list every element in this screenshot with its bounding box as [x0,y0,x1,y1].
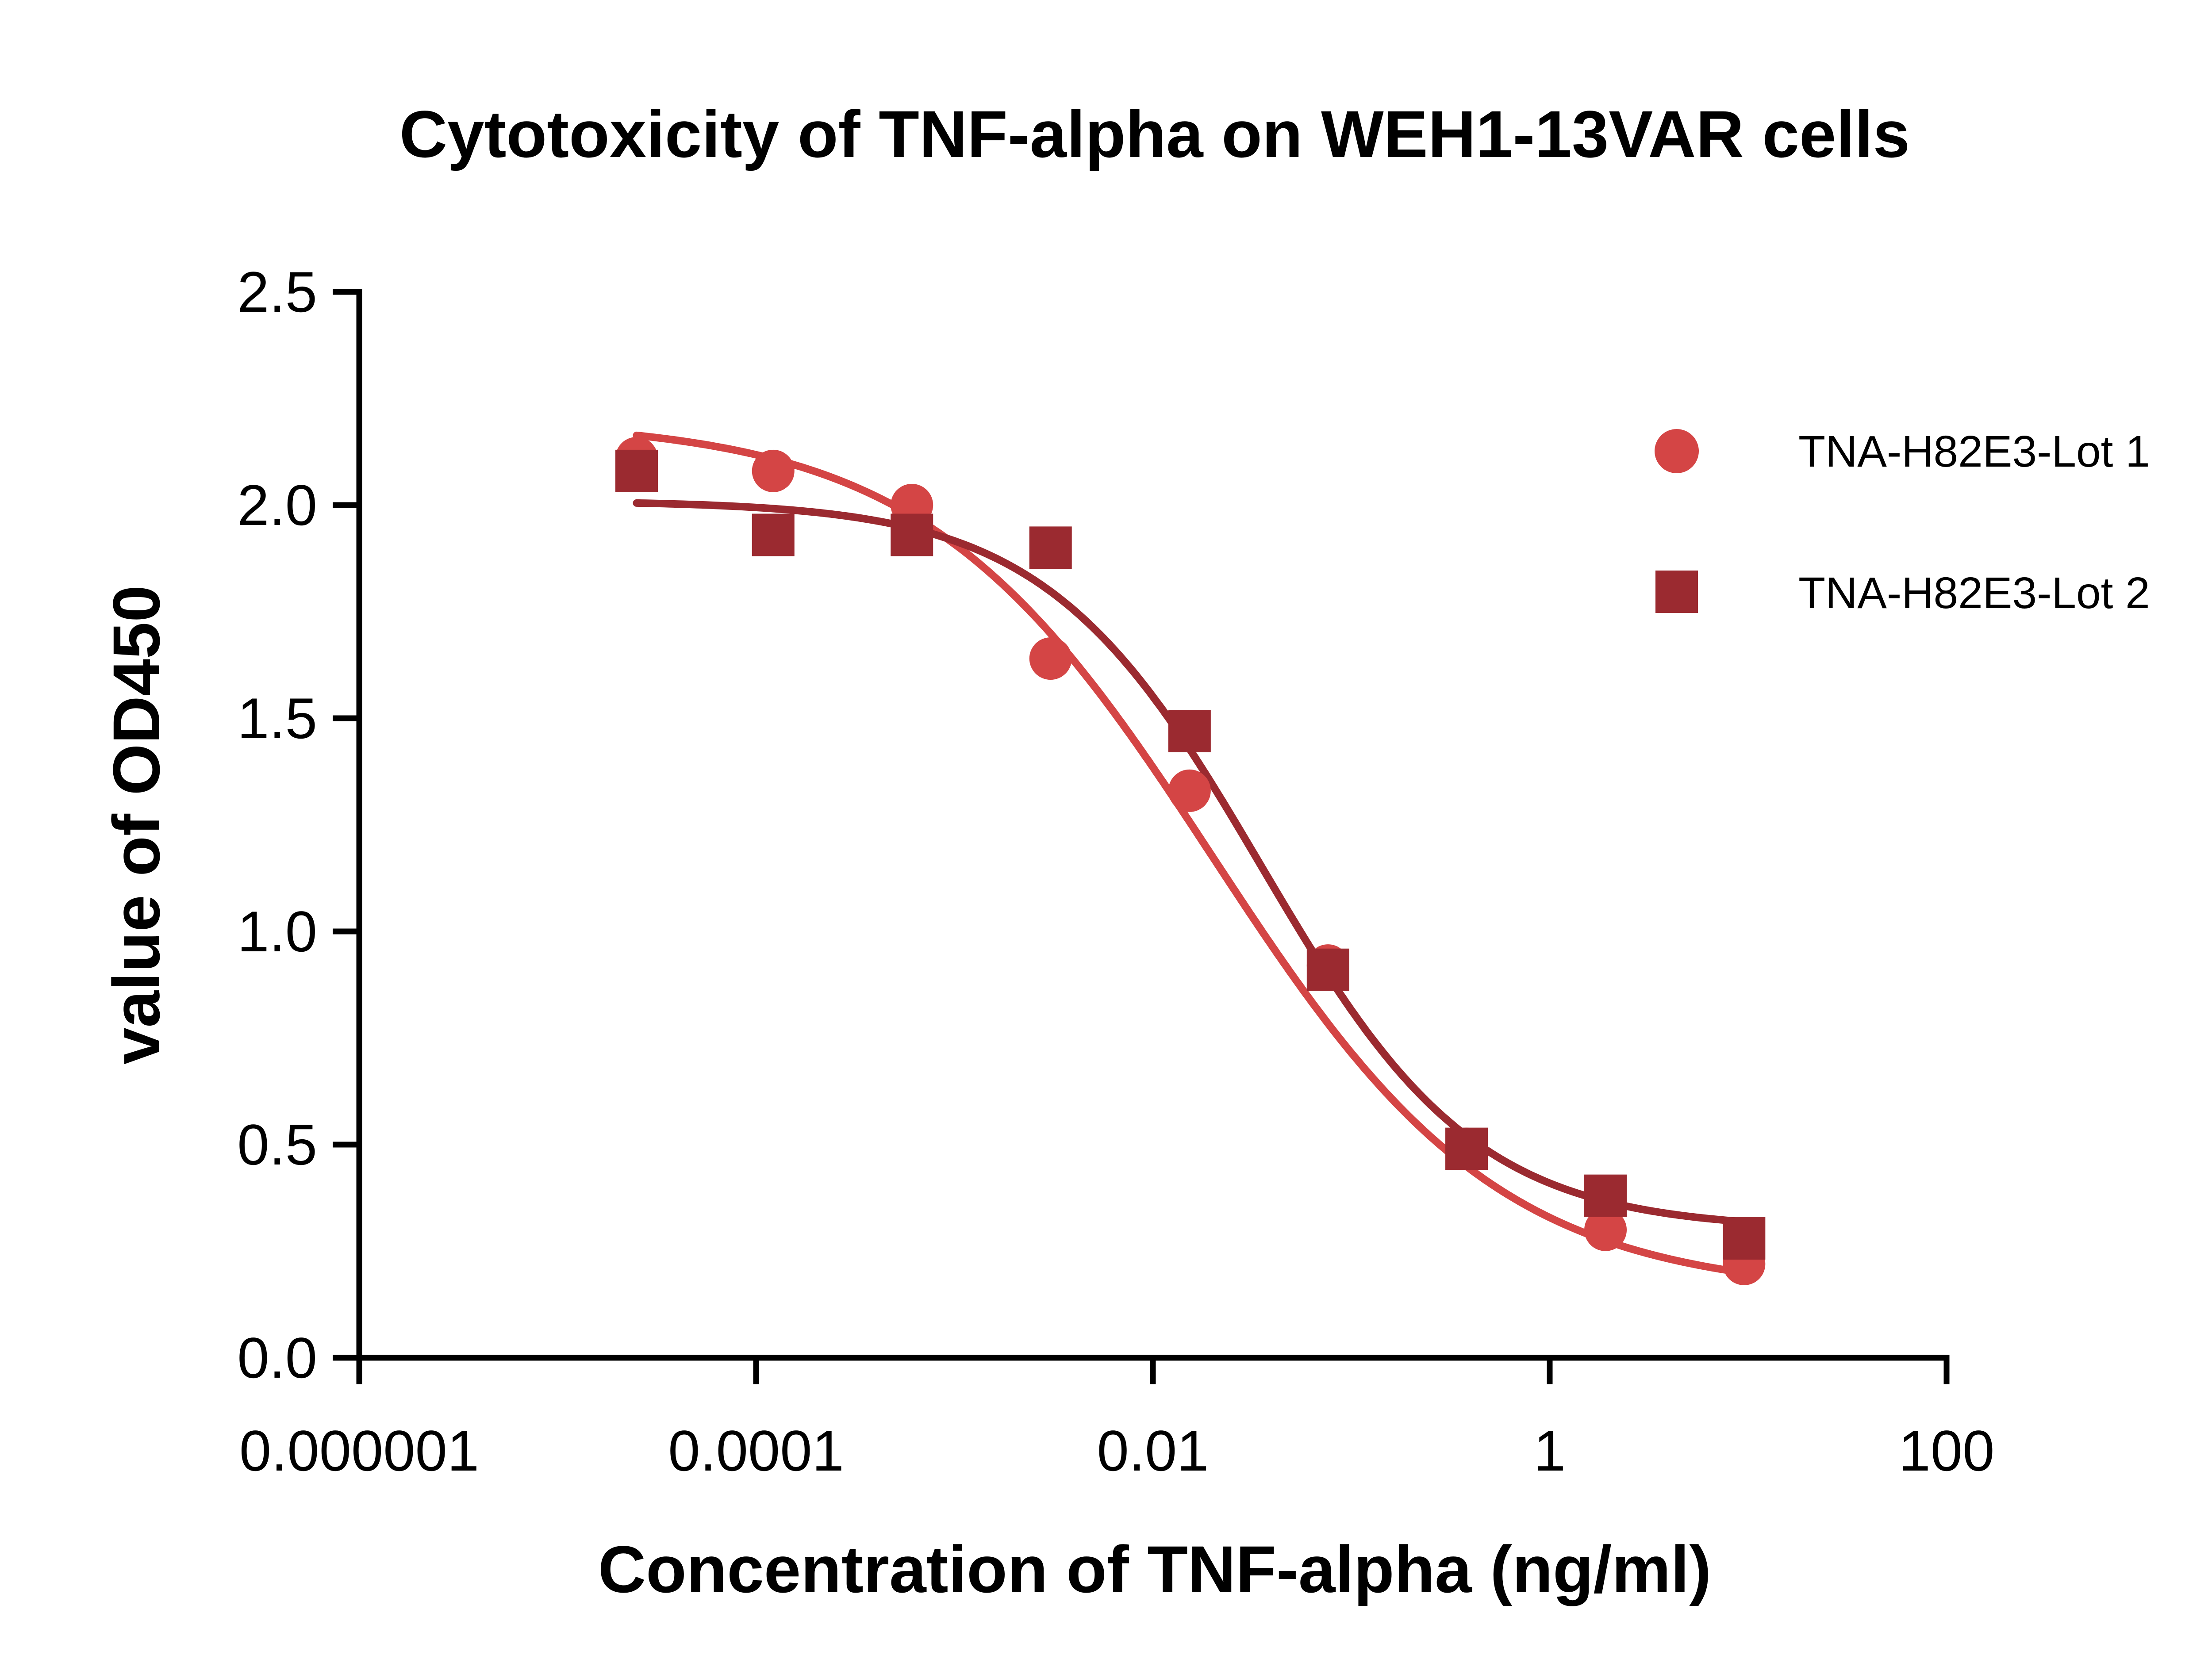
y-tick-label: 0.5 [237,1112,317,1177]
data-point-series-2 [1445,1127,1488,1170]
fit-curve-series-1 [633,431,1748,1277]
y-tick-label: 1.0 [237,899,317,964]
data-point-series-2 [1168,709,1211,752]
legend-marker-circle [1655,429,1699,473]
legend-item-lot-2: TNA-H82E3-Lot 2 [1655,568,2150,618]
chart-title: Cytotoxicity of TNF-alpha on WEH1-13VAR … [399,97,1910,171]
data-markers [615,437,1766,1285]
x-tick-label: 0.0001 [668,1418,844,1483]
x-tick-label: 0.000001 [239,1418,479,1483]
data-point-series-2 [891,513,933,556]
data-point-series-1 [752,449,795,492]
legend-label-lot-1: TNA-H82E3-Lot 1 [1798,427,2150,476]
y-tick-label: 2.5 [237,260,317,324]
fit-curve-series-2 [633,499,1748,1226]
x-tick-label: 100 [1899,1418,1995,1483]
legend-item-lot-1: TNA-H82E3-Lot 1 [1655,427,2150,476]
data-point-series-1 [1584,1208,1627,1251]
y-tick-label: 1.5 [237,686,317,751]
fit-curves [633,431,1748,1277]
y-tick-label: 0.0 [237,1325,317,1390]
data-point-series-2 [1584,1174,1627,1217]
x-tick-label: 0.01 [1097,1418,1209,1483]
plot-area: 0.000001 0.0001 0.01 1 100 0.0 0.5 1.0 1.5 2.0 2.… [237,260,1994,1483]
y-tick-label: 2.0 [237,473,317,537]
data-point-series-1 [1168,769,1211,812]
data-point-series-2 [1029,526,1072,569]
y-ticks: 0.0 0.5 1.0 1.5 2.0 2.5 [237,260,359,1390]
x-tick-label: 1 [1534,1418,1566,1483]
data-point-series-2 [1723,1217,1766,1260]
x-ticks: 0.000001 0.0001 0.01 1 100 [239,1358,1995,1483]
data-point-series-1 [1029,637,1072,680]
data-point-series-2 [615,449,658,492]
legend-label-lot-2: TNA-H82E3-Lot 2 [1798,568,2150,618]
legend: TNA-H82E3-Lot 1 TNA-H82E3-Lot 2 [1655,427,2150,618]
legend-marker-square [1655,571,1698,613]
data-point-series-2 [752,513,795,556]
y-axis-title: value of OD450 [99,585,173,1065]
x-axis-title: Concentration of TNF-alpha (ng/ml) [598,1532,1711,1606]
data-point-series-2 [1306,948,1349,991]
